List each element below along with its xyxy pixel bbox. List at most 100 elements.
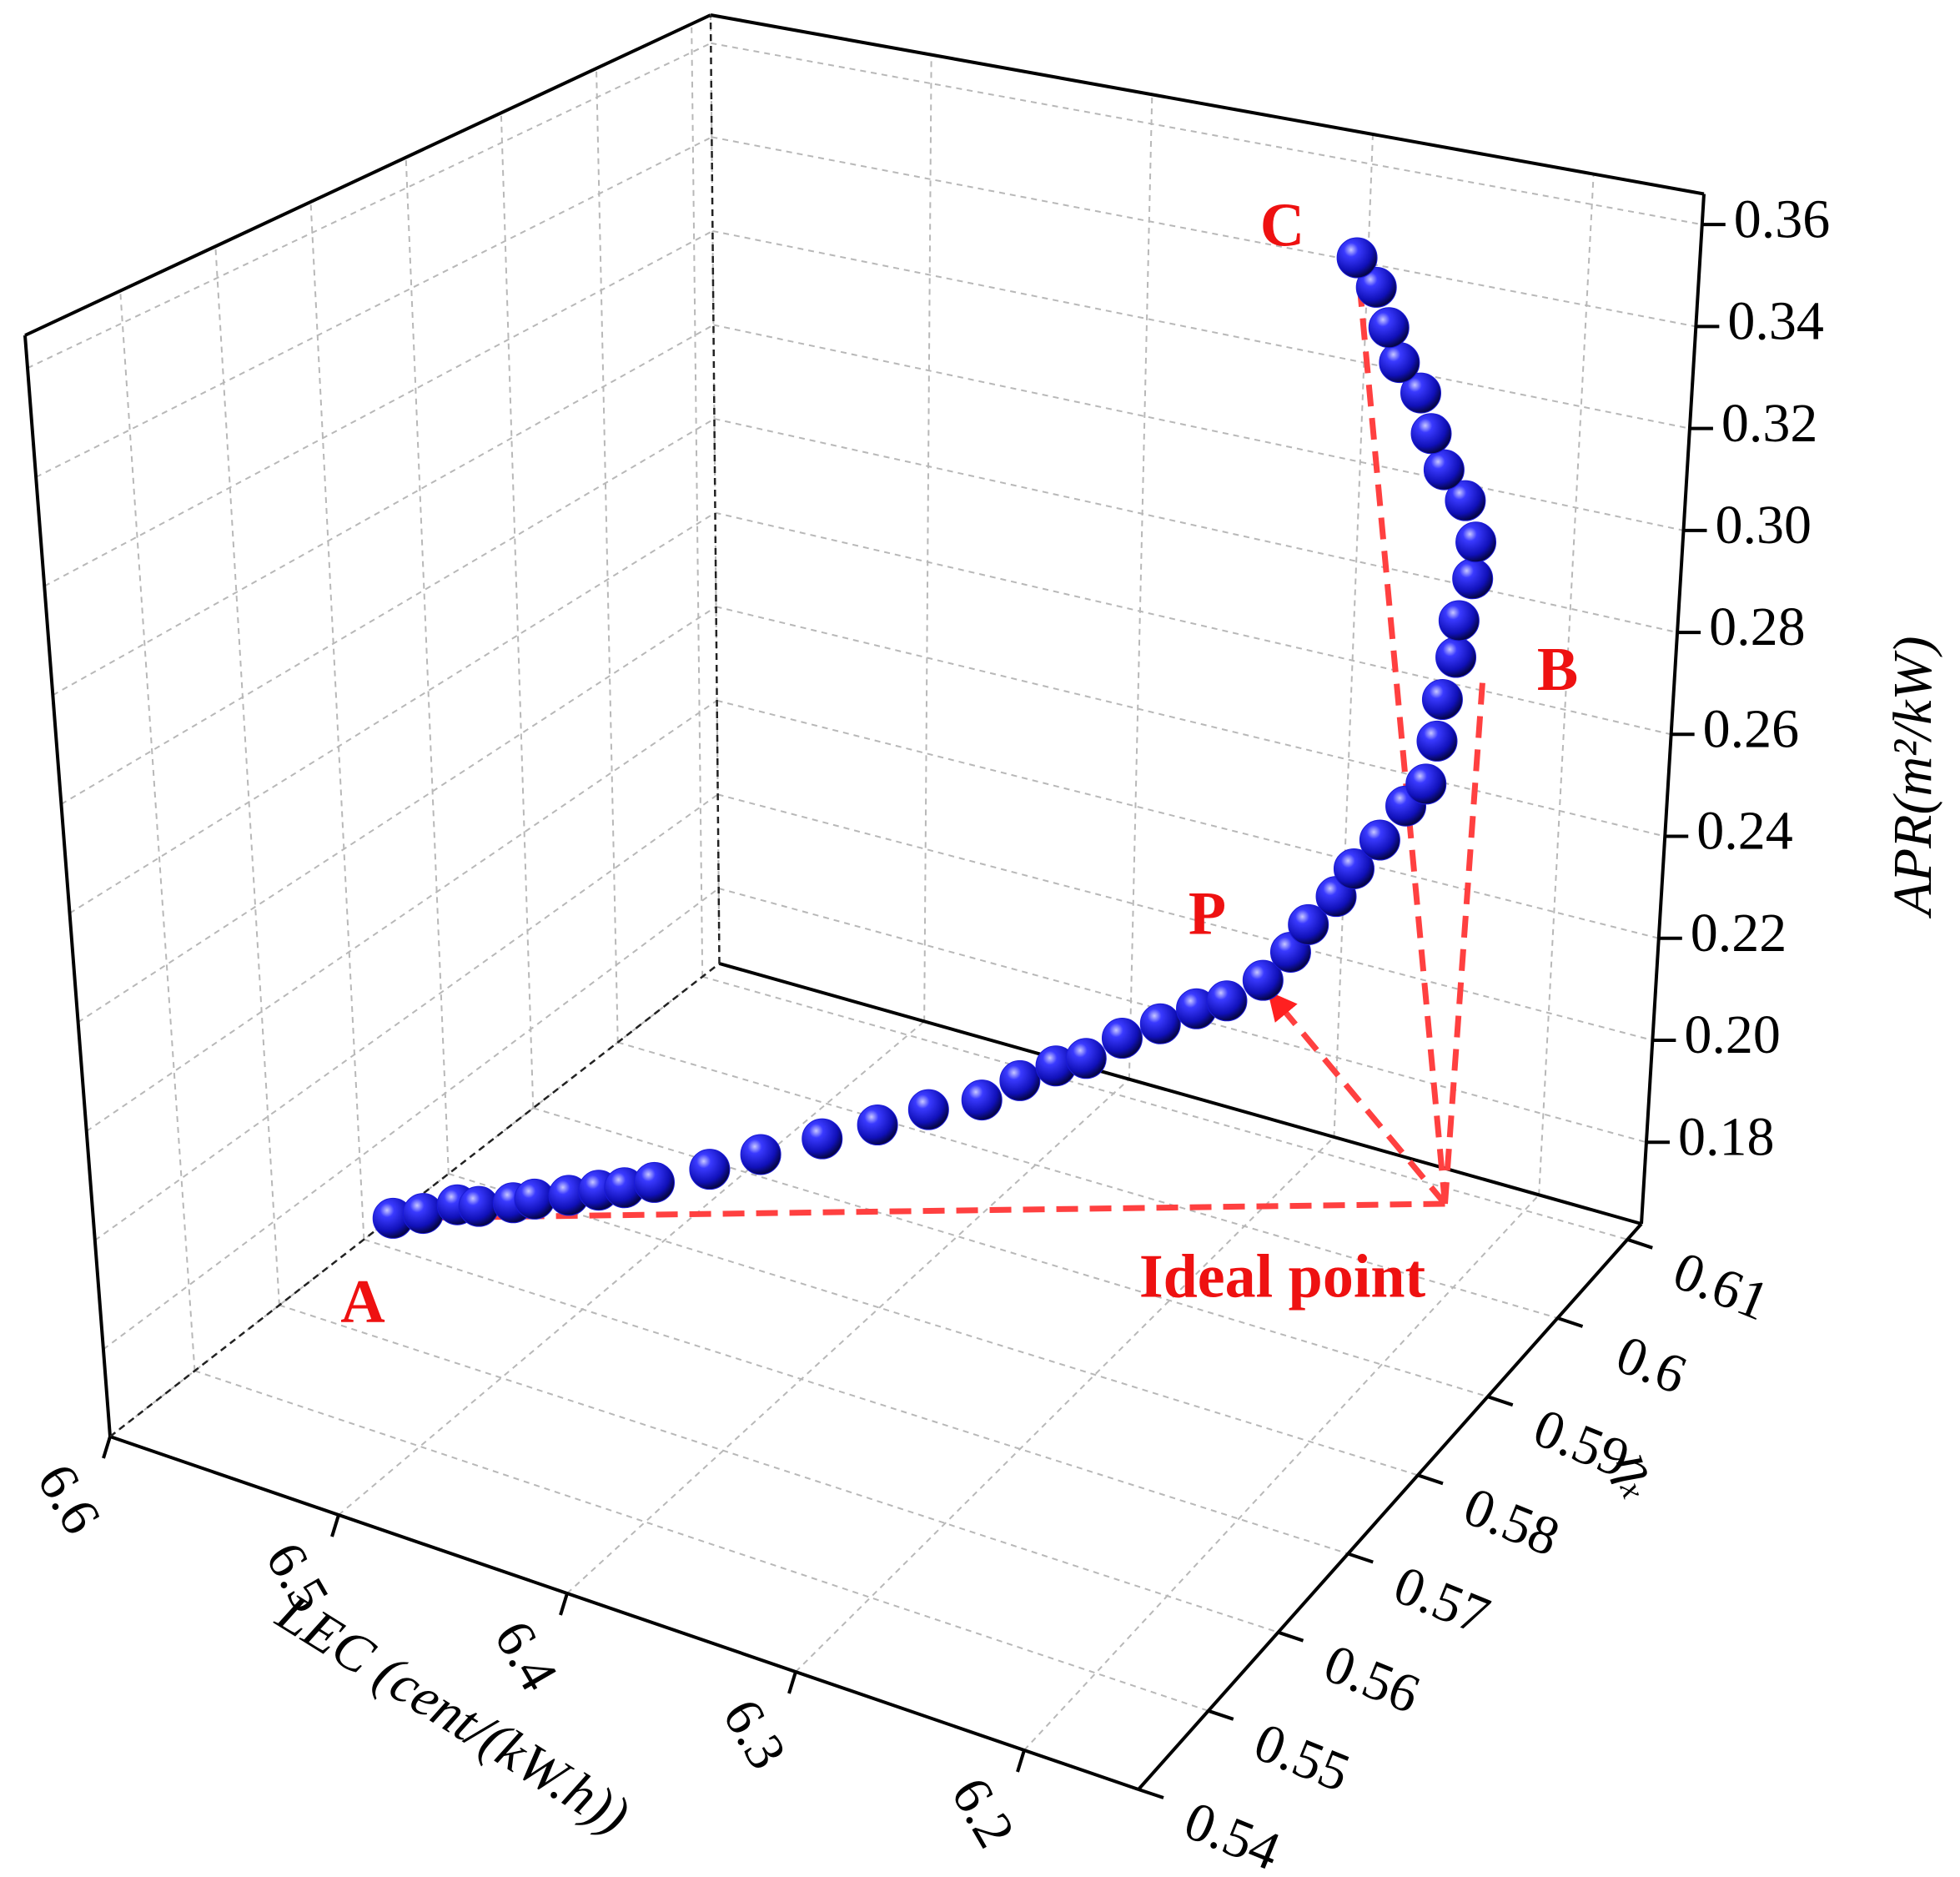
y-tick-label: 0.58	[1455, 1476, 1567, 1568]
point	[1455, 521, 1497, 563]
grid-line	[715, 511, 1671, 736]
annotation: B	[1537, 636, 1578, 704]
point	[999, 1059, 1041, 1101]
point	[1400, 372, 1442, 414]
grid-line	[713, 324, 1684, 531]
z-axis-title: APR(m²/kW)	[1882, 637, 1943, 919]
x-tick	[102, 1436, 112, 1459]
x-tick	[330, 1514, 340, 1537]
grid-line	[194, 1370, 1209, 1712]
z-tick-label: 0.32	[1721, 393, 1818, 454]
grid-line	[711, 136, 1696, 328]
point	[1410, 413, 1452, 455]
point	[1423, 449, 1465, 491]
annotation: P	[1189, 879, 1226, 948]
point	[802, 1118, 843, 1160]
z-tick-label: 0.18	[1678, 1106, 1774, 1167]
x-tick-label: 6.2	[939, 1768, 1026, 1858]
points	[372, 237, 1497, 1239]
x-tick	[787, 1671, 797, 1694]
grid-line	[717, 793, 1653, 1041]
grid-line	[716, 606, 1666, 838]
z-tick-label: 0.20	[1684, 1004, 1780, 1065]
grid-line	[43, 230, 713, 587]
grid-line	[711, 42, 1702, 226]
frame-edge	[709, 14, 721, 964]
point	[402, 1193, 444, 1235]
grid-line	[448, 1173, 1419, 1477]
grid-line	[923, 54, 932, 1022]
grid-line	[714, 418, 1678, 634]
frame-edge	[24, 13, 711, 337]
annotation: A	[340, 1267, 384, 1336]
y-tick-label: 0.61	[1665, 1240, 1777, 1332]
point	[1359, 819, 1400, 861]
grid-line	[596, 68, 619, 1043]
annotation: C	[1260, 191, 1304, 259]
grid	[24, 14, 1702, 1790]
labels: 6.66.56.46.36.2 0.540.550.560.570.580.590…	[25, 189, 1943, 1877]
point	[633, 1161, 675, 1203]
frame-edge	[23, 335, 112, 1437]
point	[1101, 1018, 1143, 1059]
point	[1242, 959, 1284, 1001]
annotation: Ideal point	[1139, 1242, 1426, 1311]
point	[907, 1089, 949, 1130]
grid-line	[35, 136, 712, 478]
x-tick	[1016, 1749, 1026, 1773]
grid-line	[795, 1136, 1335, 1673]
grid-line	[214, 246, 280, 1306]
grid-line	[405, 157, 450, 1175]
z-tick-label: 0.24	[1696, 801, 1793, 862]
point	[1421, 679, 1463, 721]
grid-line	[701, 975, 1628, 1240]
guide-arrow	[1267, 990, 1448, 1206]
grid-line	[103, 888, 720, 1351]
point	[1379, 342, 1420, 384]
grid-line	[68, 511, 716, 914]
y-tick	[1347, 1552, 1374, 1564]
grid-line	[78, 606, 717, 1024]
y-tick-label: 0.57	[1385, 1554, 1497, 1647]
y-tick	[1138, 1788, 1164, 1799]
guide-line	[1354, 257, 1448, 1205]
y-tick-label: 0.6	[1608, 1324, 1695, 1406]
frame-edge	[718, 962, 1642, 1225]
grid-line	[27, 42, 711, 370]
y-tick	[1487, 1395, 1514, 1407]
point	[1438, 600, 1480, 642]
point	[1368, 307, 1410, 349]
point	[514, 1178, 555, 1220]
point	[1452, 558, 1494, 600]
frame-edge	[1640, 194, 1706, 1225]
point	[961, 1079, 1003, 1121]
z-tick-label: 0.22	[1691, 903, 1787, 964]
grid-line	[60, 418, 715, 805]
grid-line	[86, 699, 718, 1132]
point	[1416, 720, 1458, 762]
point	[1206, 980, 1248, 1022]
grid-line	[500, 113, 535, 1109]
x-tick	[559, 1593, 569, 1616]
y-tick	[1626, 1237, 1653, 1250]
z-tick-label: 0.34	[1727, 291, 1824, 352]
point	[1333, 848, 1375, 889]
point	[1435, 637, 1477, 678]
grid-line	[566, 1078, 1130, 1594]
frame-edge	[710, 13, 1705, 196]
x-tick-label: 6.4	[482, 1611, 569, 1701]
y-tick-label: 0.54	[1176, 1790, 1288, 1877]
x-tick-label: 6.3	[711, 1689, 797, 1779]
y-tick	[1277, 1630, 1304, 1643]
grid-line	[119, 290, 196, 1371]
z-tick-label: 0.36	[1734, 189, 1831, 249]
grid-line	[617, 1041, 1558, 1319]
grid-line	[691, 23, 704, 977]
point	[1065, 1038, 1107, 1079]
z-tick-label: 0.26	[1703, 698, 1800, 759]
guide-line	[1442, 682, 1485, 1205]
point	[1405, 763, 1447, 805]
grid-line	[533, 1107, 1489, 1398]
grid-line	[338, 1020, 925, 1516]
